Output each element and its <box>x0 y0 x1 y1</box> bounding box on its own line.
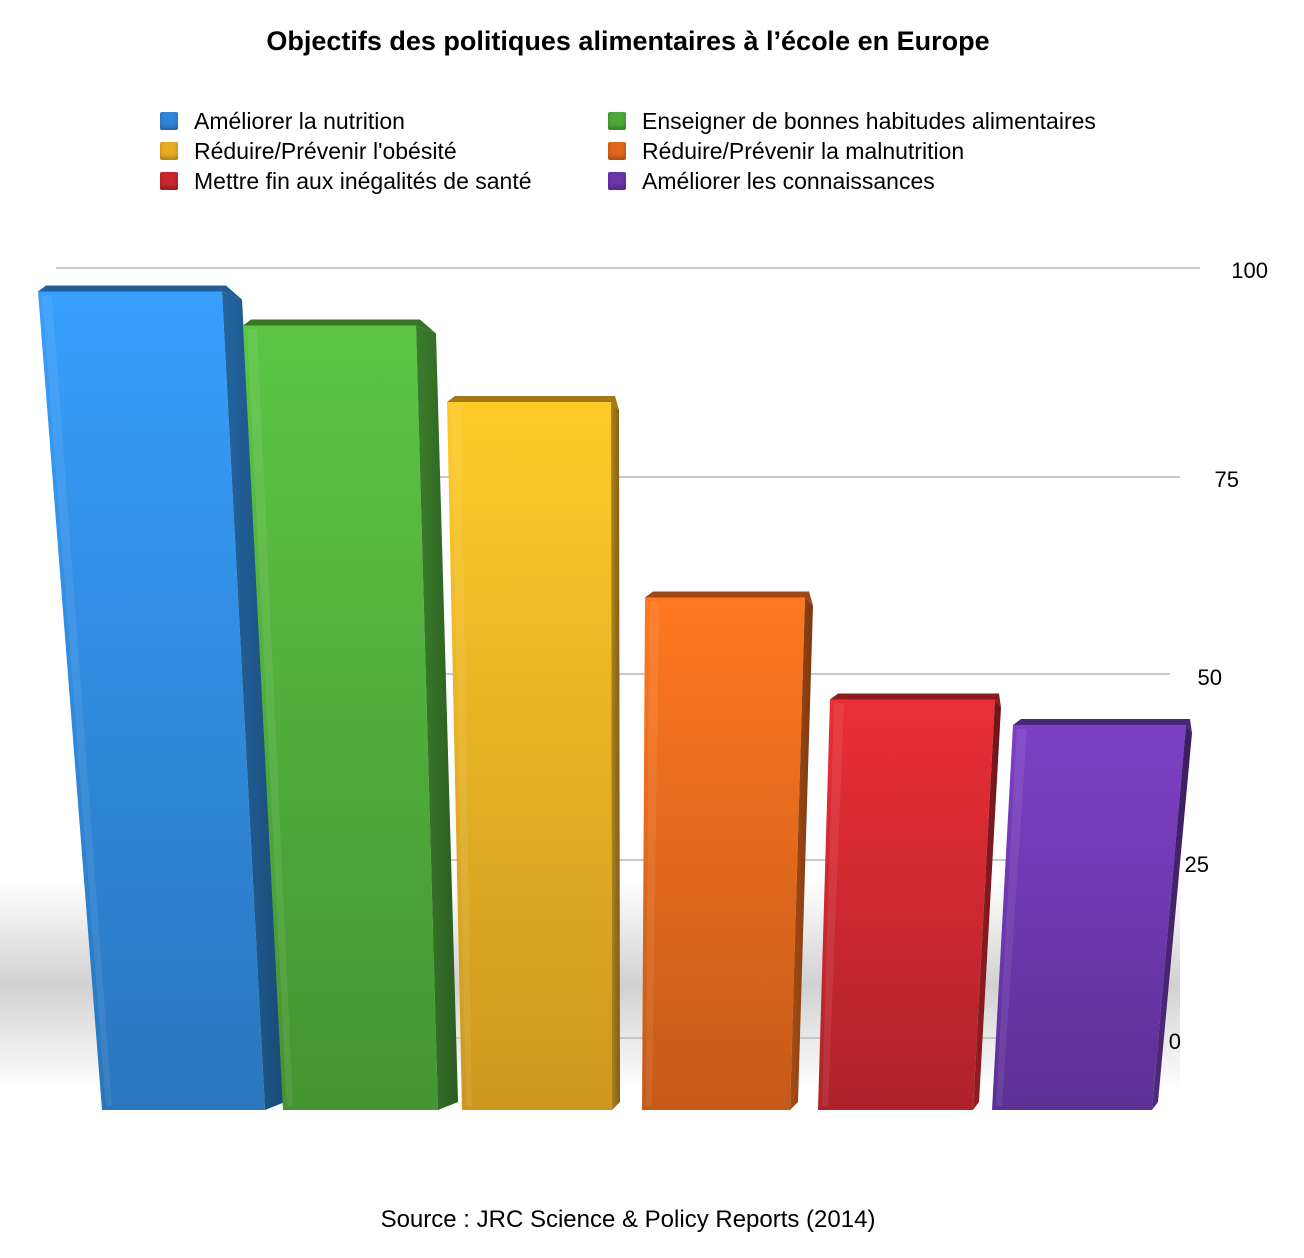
bars <box>38 285 1192 1110</box>
legend-label-obesite: Réduire/Prévenir l'obésité <box>194 138 457 164</box>
bar-highlight <box>822 703 844 1106</box>
legend-swatch-malnutrition <box>608 142 626 160</box>
y-axis-ticks: 100 75 50 25 0 <box>1169 258 1268 1054</box>
bar-side <box>790 597 813 1110</box>
bar <box>447 402 612 1110</box>
legend-swatch-inegalites <box>160 172 178 190</box>
bar-group <box>38 285 285 1110</box>
bar-side <box>1152 725 1192 1110</box>
bar-highlight <box>996 729 1027 1106</box>
bar-highlight <box>646 601 659 1106</box>
source-note: Source : JRC Science & Policy Reports (2… <box>380 1206 876 1233</box>
bar-side <box>222 291 285 1110</box>
bar-top <box>1013 719 1192 733</box>
legend-swatch-connaissances <box>608 172 626 190</box>
legend-label-connaissances: Améliorer les connaissances <box>642 168 935 194</box>
bar-top <box>645 591 813 606</box>
legend-label-malnutrition: Réduire/Prévenir la malnutrition <box>642 138 965 164</box>
bar-highlight <box>42 295 112 1106</box>
chart-title: Objectifs des politiques alimentaires à … <box>266 26 990 56</box>
y-tick-label: 75 <box>1215 467 1239 492</box>
legend-label-habitudes: Enseigner de bonnes habitudes alimentair… <box>642 108 1096 134</box>
bar <box>992 725 1186 1110</box>
bar-highlight <box>451 406 472 1106</box>
legend-swatch-nutrition <box>160 112 178 130</box>
bar-group <box>992 719 1192 1110</box>
y-tick-label: 25 <box>1185 852 1209 877</box>
bar-top <box>447 396 619 410</box>
legend-swatch-habitudes <box>608 112 626 130</box>
bar-side <box>973 699 1001 1110</box>
bar-group <box>818 693 1001 1110</box>
bar-group <box>642 591 813 1110</box>
bar-highlight <box>247 329 293 1106</box>
bar <box>818 699 995 1110</box>
bar-top <box>38 285 242 300</box>
bar-group <box>243 319 458 1110</box>
bar-side <box>611 402 620 1110</box>
y-tick-label: 50 <box>1198 665 1222 690</box>
bar-top <box>243 319 436 334</box>
bar <box>642 597 805 1110</box>
y-tick-label: 100 <box>1231 258 1268 283</box>
bar-group <box>447 396 620 1110</box>
bar-side <box>416 325 458 1110</box>
legend-label-inegalites: Mettre fin aux inégalités de santé <box>194 168 532 194</box>
legend-swatch-obesite <box>160 142 178 160</box>
bar-top <box>830 693 1001 708</box>
bar <box>243 325 438 1110</box>
y-tick-label: 0 <box>1169 1029 1181 1054</box>
legend-label-nutrition: Améliorer la nutrition <box>194 108 405 134</box>
bar <box>38 291 265 1110</box>
